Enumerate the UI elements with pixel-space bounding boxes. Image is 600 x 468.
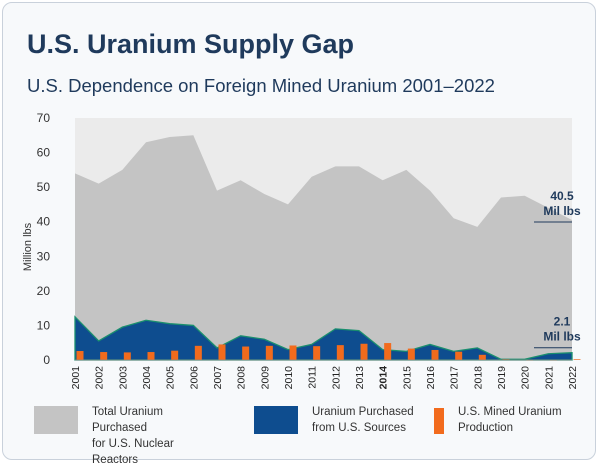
production-bar: [100, 352, 108, 360]
y-tick-label: 50: [37, 180, 51, 194]
y-tick-label: 70: [37, 111, 51, 125]
production-bar: [242, 346, 250, 360]
y-tick-label: 0: [43, 353, 50, 367]
production-bar: [336, 345, 344, 360]
x-tick-label: 2013: [354, 366, 366, 390]
annotation-label: Mil lbs: [543, 330, 581, 344]
chart-title: U.S. Uranium Supply Gap: [27, 29, 355, 59]
x-tick-label: 2021: [543, 366, 555, 390]
chart-subtitle: U.S. Dependence on Foreign Mined Uranium…: [27, 75, 495, 96]
production-bar: [218, 344, 226, 360]
x-tick-label: 2022: [567, 366, 579, 390]
x-tick-label: 2001: [70, 366, 82, 390]
x-tick-label: 2006: [188, 366, 200, 390]
x-tick-label: 2002: [94, 366, 106, 390]
production-bar: [171, 350, 179, 360]
x-tick-label: 2019: [496, 366, 508, 390]
annotation-label: 40.5: [550, 189, 574, 203]
legend-swatch: [434, 408, 444, 434]
total-purchased-area: [75, 135, 572, 360]
x-tick-label: 2004: [141, 366, 153, 390]
x-tick-label: 2003: [117, 366, 129, 390]
x-tick-label: 2012: [330, 366, 342, 390]
production-bar: [407, 348, 415, 360]
legend-swatch: [34, 406, 78, 434]
x-tick-label: 2015: [401, 366, 413, 390]
production-bar: [384, 343, 392, 360]
x-tick-label: 2009: [259, 366, 271, 390]
production-bar: [123, 352, 131, 360]
x-tick-label: 2014: [378, 366, 390, 390]
y-axis-label: Million lbs: [22, 222, 34, 271]
x-tick-label: 2017: [449, 366, 461, 390]
legend-item: U.S. Mined Uranium Production: [434, 404, 600, 444]
production-bar: [194, 345, 202, 360]
legend-item: Total Uranium Purchased for U.S. Nuclear…: [34, 404, 204, 466]
production-bar: [478, 354, 486, 360]
production-bar: [147, 352, 155, 360]
x-tick-label: 2008: [236, 366, 248, 390]
x-tick-label: 2010: [283, 366, 295, 390]
production-bar: [431, 349, 439, 360]
y-tick-label: 60: [37, 146, 51, 160]
x-tick-label: 2007: [212, 366, 224, 390]
legend-label: Total Uranium Purchased for U.S. Nuclear…: [92, 406, 174, 466]
y-tick-label: 40: [37, 215, 51, 229]
legend-item: Uranium Purchased from U.S. Sources: [254, 404, 424, 444]
annotation-label: 2.1: [554, 315, 571, 329]
x-tick-label: 2005: [165, 366, 177, 390]
production-bar: [455, 351, 463, 360]
x-tick-label: 2018: [472, 366, 484, 390]
y-tick-label: 10: [37, 318, 51, 332]
legend-swatch: [254, 406, 298, 434]
annotation-label: Mil lbs: [543, 204, 581, 218]
x-tick-label: 2011: [307, 366, 319, 389]
production-bar: [265, 345, 273, 360]
production-bar: [313, 346, 321, 360]
production-bar: [76, 351, 84, 360]
production-bar: [573, 359, 581, 360]
x-tick-label: 2016: [425, 366, 437, 390]
production-bar: [360, 343, 368, 360]
y-tick-label: 30: [37, 249, 51, 263]
legend-label: U.S. Mined Uranium Production: [458, 406, 562, 434]
x-tick-label: 2020: [520, 366, 532, 390]
legend-label: Uranium Purchased from U.S. Sources: [312, 406, 414, 434]
y-tick-label: 20: [37, 284, 51, 298]
production-bar: [289, 345, 297, 360]
